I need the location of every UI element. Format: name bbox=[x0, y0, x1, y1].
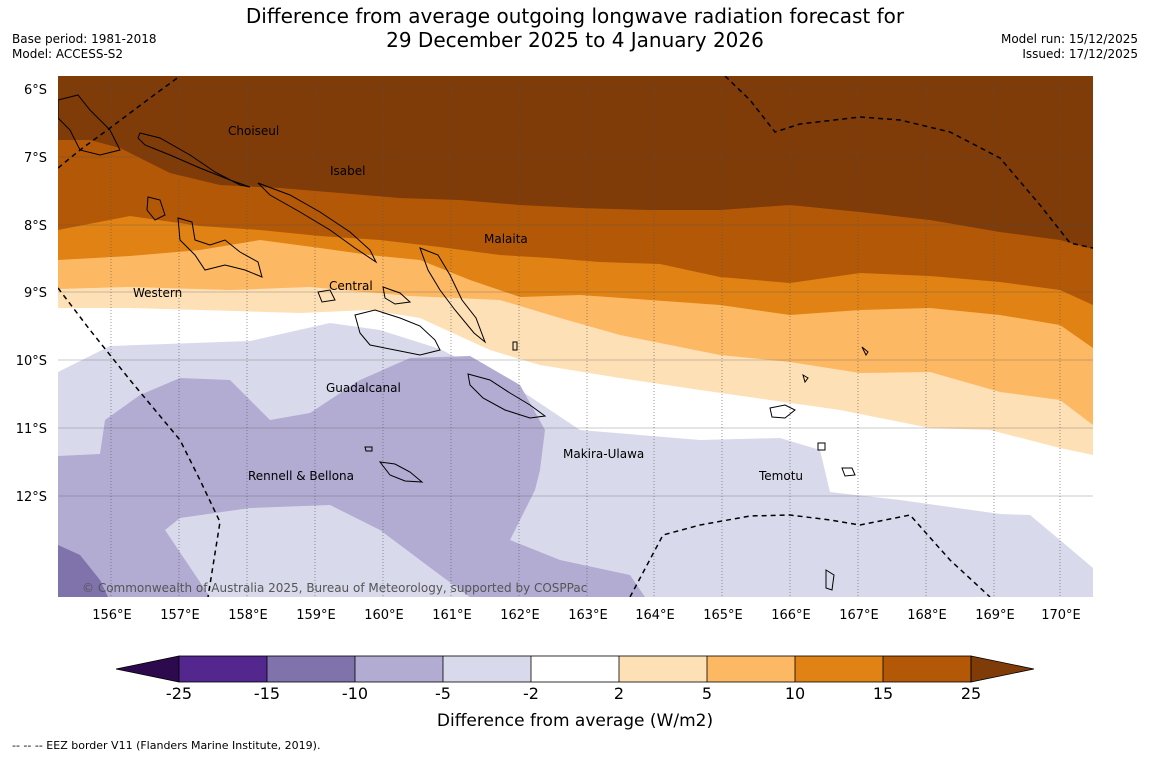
colorbar-segment bbox=[883, 656, 971, 682]
model-info: Base period: 1981-2018 Model: ACCESS-S2 bbox=[12, 32, 157, 62]
lon-label: 159°E bbox=[296, 608, 336, 623]
lat-label: 11°S bbox=[16, 422, 47, 437]
longitude-axis: 156°E 157°E 158°E 159°E 160°E 161°E 162°… bbox=[92, 608, 1081, 623]
colorbar-title: Difference from average (W/m2) bbox=[437, 711, 713, 731]
colorbar-dividers bbox=[266, 656, 884, 682]
lon-label: 165°E bbox=[703, 608, 743, 623]
lon-label: 158°E bbox=[228, 608, 268, 623]
russell-islands bbox=[382, 286, 412, 305]
run-info: Model run: 15/12/2025 Issued: 17/12/2025 bbox=[1001, 32, 1138, 62]
vella-lavella bbox=[146, 196, 166, 221]
label-western: Western bbox=[133, 286, 182, 300]
colorbar-ticks: -25 -15 -10 -5 -2 2 5 10 15 25 bbox=[166, 684, 981, 703]
lat-label: 6°S bbox=[24, 83, 47, 98]
colorbar-underflow bbox=[115, 655, 180, 683]
reef-islands bbox=[802, 373, 809, 384]
coastlines bbox=[58, 94, 869, 591]
utupua-island bbox=[817, 442, 826, 451]
duff-islands bbox=[861, 346, 869, 356]
lon-label: 164°E bbox=[635, 608, 675, 623]
bellona-island bbox=[364, 446, 373, 452]
lon-label: 169°E bbox=[975, 608, 1015, 623]
lat-label: 10°S bbox=[16, 354, 47, 369]
latitude-axis: 6°S 7°S 8°S 9°S 10°S 11°S 12°S bbox=[16, 83, 47, 505]
model-run: Model run: 15/12/2025 bbox=[1000, 32, 1138, 46]
lon-label: 161°E bbox=[432, 608, 472, 623]
shortland-islands bbox=[58, 94, 121, 156]
colorbar-tick: 25 bbox=[961, 684, 981, 703]
label-guadalcanal: Guadalcanal bbox=[326, 381, 401, 395]
lon-label: 168°E bbox=[907, 608, 947, 623]
eez-border-lines bbox=[58, 76, 1093, 597]
issued-date: Issued: 17/12/2025 bbox=[1022, 47, 1138, 61]
latitude-gridlines bbox=[58, 88, 1093, 497]
florida-islands bbox=[317, 289, 336, 303]
colorbar-tick: -2 bbox=[523, 684, 539, 703]
label-central: Central bbox=[329, 279, 373, 293]
lat-label: 12°S bbox=[16, 490, 47, 505]
malaita-island bbox=[419, 247, 487, 344]
colorbar-segment bbox=[619, 656, 707, 682]
lon-label: 167°E bbox=[839, 608, 879, 623]
lon-label: 156°E bbox=[92, 608, 132, 623]
colorbar-tick: 5 bbox=[702, 684, 712, 703]
lon-label: 163°E bbox=[568, 608, 608, 623]
ulawa-island bbox=[512, 341, 518, 351]
label-temotu: Temotu bbox=[758, 469, 803, 483]
anomaly-band-minus10-to-minus15 bbox=[58, 545, 108, 597]
title-line-1: Difference from average outgoing longwav… bbox=[245, 4, 905, 28]
makira-island bbox=[467, 373, 547, 419]
label-isabel: Isabel bbox=[330, 164, 365, 178]
lat-label: 8°S bbox=[24, 219, 47, 234]
new-georgia-islands bbox=[177, 217, 263, 278]
lon-label: 166°E bbox=[771, 608, 811, 623]
eez-legend-note: -- -- -- EEZ border V11 (Flanders Marine… bbox=[12, 739, 321, 752]
colorbar-segment bbox=[707, 656, 795, 682]
lat-label: 7°S bbox=[24, 151, 47, 166]
colorbar: -25 -15 -10 -5 -2 2 5 10 15 25 Differenc… bbox=[115, 655, 1035, 731]
lon-label: 157°E bbox=[160, 608, 200, 623]
label-makira-ulawa: Makira-Ulawa bbox=[563, 447, 644, 461]
colorbar-segment bbox=[531, 656, 619, 682]
label-rennell-bellona: Rennell & Bellona bbox=[248, 469, 354, 483]
santa-cruz-island bbox=[769, 404, 796, 419]
colorbar-tick: 15 bbox=[873, 684, 893, 703]
province-labels: Choiseul Isabel Malaita Western Central … bbox=[133, 124, 803, 483]
label-malaita: Malaita bbox=[484, 232, 528, 246]
colorbar-segment bbox=[355, 656, 443, 682]
colorbar-tick: -25 bbox=[166, 684, 192, 703]
copyright-text: © Commonwealth of Australia 2025, Bureau… bbox=[82, 581, 587, 595]
model-name: Model: ACCESS-S2 bbox=[12, 47, 124, 61]
colorbar-tick: -15 bbox=[254, 684, 280, 703]
base-period: Base period: 1981-2018 bbox=[12, 32, 157, 46]
colorbar-tick: 10 bbox=[785, 684, 805, 703]
anomaly-band-minus2-to-minus5 bbox=[58, 323, 1093, 597]
vanikoro-island bbox=[841, 467, 856, 477]
guadalcanal-island bbox=[354, 309, 441, 356]
colorbar-segment bbox=[443, 656, 531, 682]
map-title: Difference from average outgoing longwav… bbox=[0, 4, 1150, 52]
anuta-island bbox=[825, 569, 835, 591]
title-line-2: 29 December 2025 to 4 January 2026 bbox=[386, 28, 764, 52]
colorbar-segment bbox=[795, 656, 883, 682]
lon-label: 162°E bbox=[500, 608, 540, 623]
colorbar-tick: 2 bbox=[614, 684, 624, 703]
colorbar-outline bbox=[178, 655, 972, 683]
lon-label: 170°E bbox=[1041, 608, 1081, 623]
isabel-island bbox=[257, 182, 378, 264]
anomaly-band-minus5-to-minus10 bbox=[58, 356, 645, 597]
lon-label: 160°E bbox=[364, 608, 404, 623]
colorbar-overflow bbox=[970, 655, 1035, 683]
label-choiseul: Choiseul bbox=[228, 124, 279, 138]
map-plot-area bbox=[58, 76, 1093, 597]
colorbar-segment bbox=[179, 656, 267, 682]
colorbar-tick: -5 bbox=[435, 684, 451, 703]
choiseul-island bbox=[137, 132, 251, 188]
lat-label: 9°S bbox=[24, 286, 47, 301]
colorbar-tick: -10 bbox=[342, 684, 368, 703]
rennell-island bbox=[378, 461, 424, 483]
colorbar-segment bbox=[267, 656, 355, 682]
